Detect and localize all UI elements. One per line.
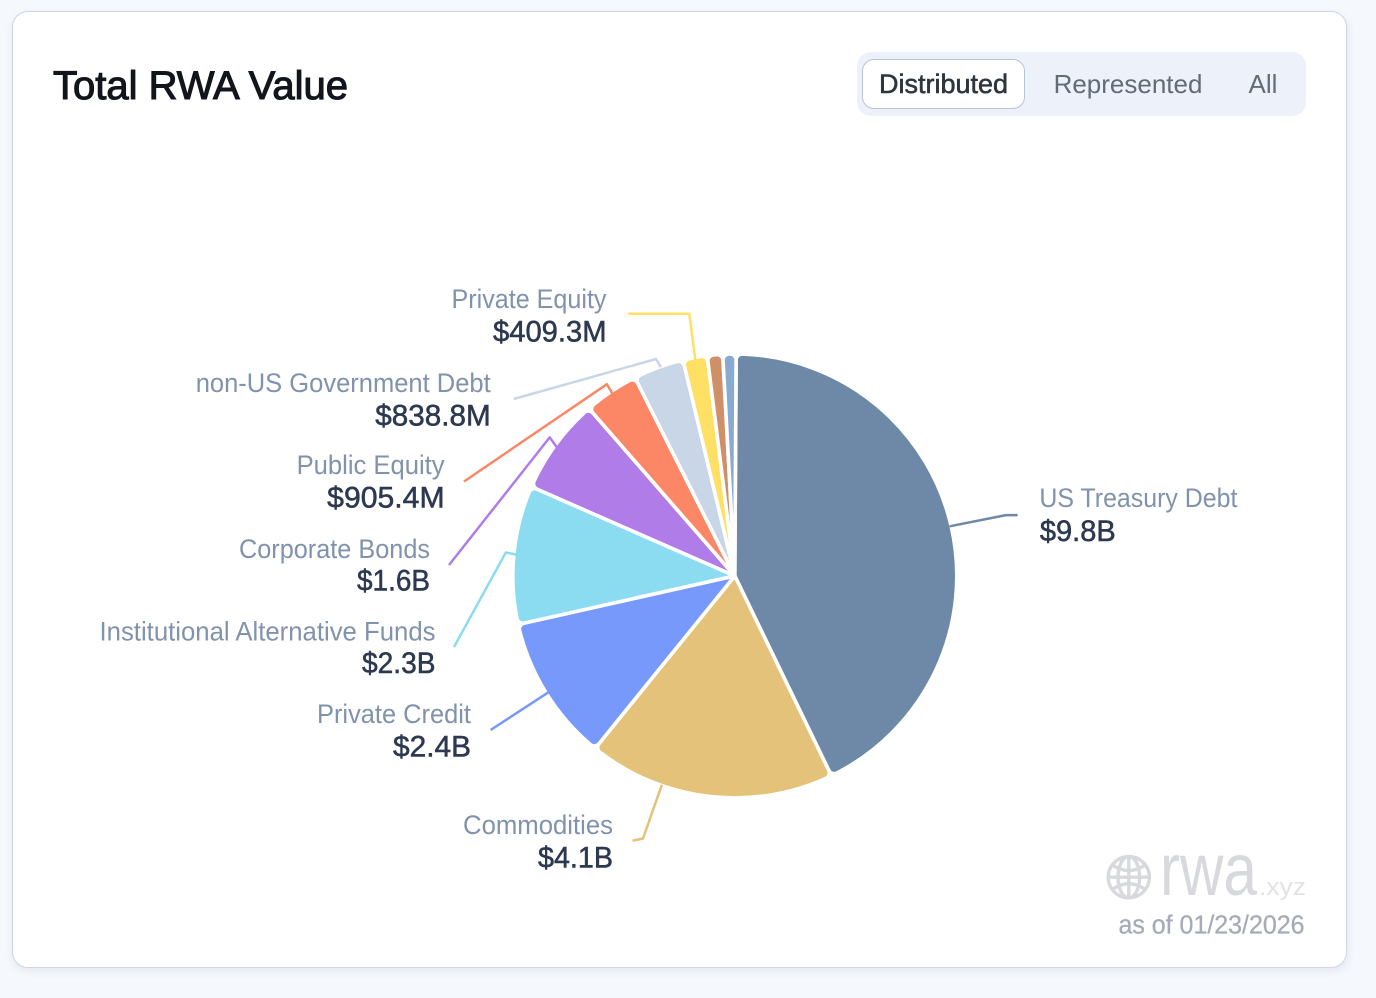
svg-text:$1.6B: $1.6B — [357, 565, 430, 598]
svg-text:$905.4M: $905.4M — [327, 482, 444, 515]
svg-text:rwa: rwa — [1160, 828, 1258, 911]
svg-text:Private Credit: Private Credit — [317, 699, 471, 729]
svg-text:$4.1B: $4.1B — [538, 842, 613, 875]
svg-text:Public Equity: Public Equity — [297, 450, 445, 480]
svg-text:Corporate Bonds: Corporate Bonds — [239, 534, 430, 564]
svg-text:$409.3M: $409.3M — [493, 316, 607, 349]
svg-text:US Treasury Debt: US Treasury Debt — [1039, 483, 1237, 513]
svg-text:$2.3B: $2.3B — [362, 647, 436, 680]
svg-text:Commodities: Commodities — [463, 810, 613, 840]
svg-text:Institutional Alternative Fund: Institutional Alternative Funds — [100, 617, 436, 647]
svg-text:as of 01/23/2026: as of 01/23/2026 — [1119, 912, 1305, 940]
svg-text:$9.8B: $9.8B — [1040, 515, 1116, 548]
svg-text:.xyz: .xyz — [1259, 874, 1306, 901]
svg-text:$2.4B: $2.4B — [393, 731, 471, 764]
svg-text:$838.8M: $838.8M — [375, 400, 490, 433]
svg-text:Private Equity: Private Equity — [452, 284, 607, 314]
svg-text:non-US Government Debt: non-US Government Debt — [196, 368, 491, 398]
